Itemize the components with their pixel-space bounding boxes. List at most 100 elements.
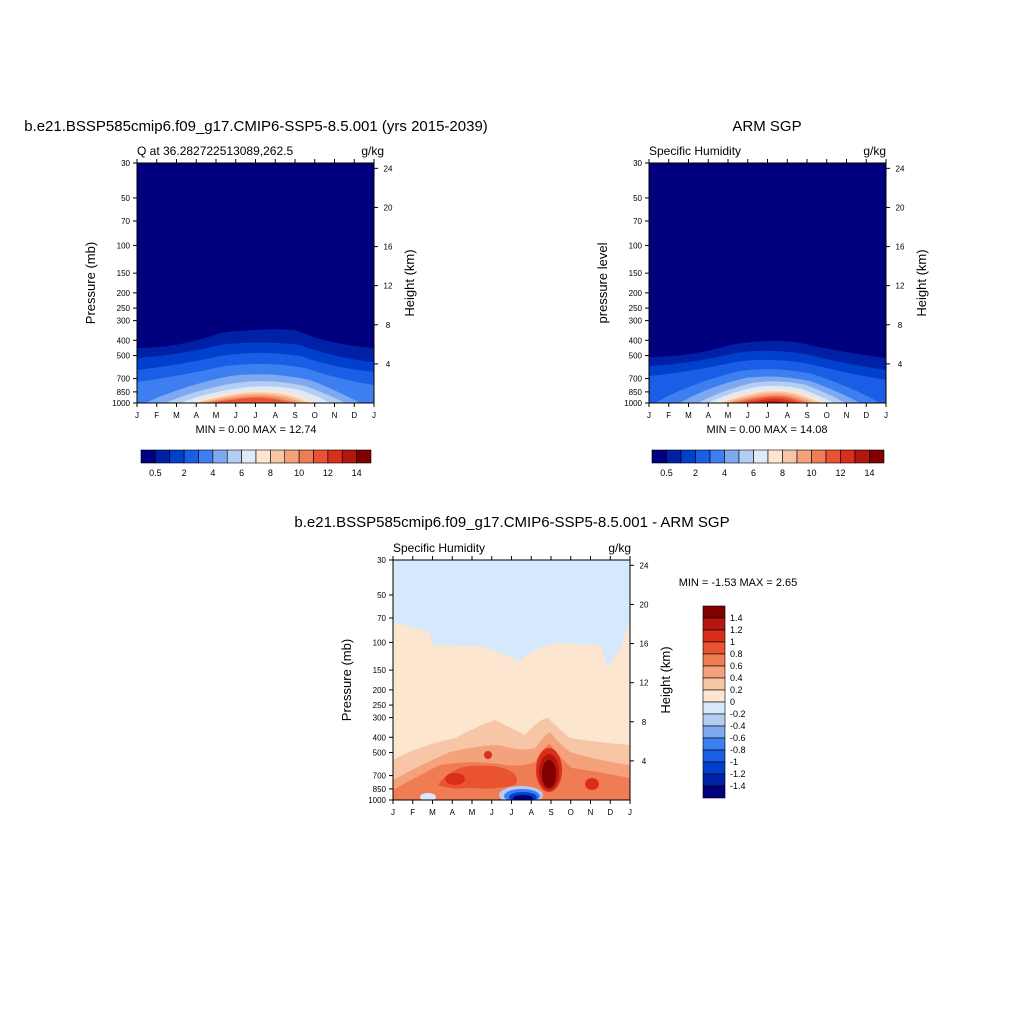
pressure-tick-label: 50 — [121, 194, 130, 203]
month-tick-label: N — [588, 808, 594, 817]
month-tick-label: A — [273, 411, 279, 420]
month-tick-label: S — [804, 411, 809, 420]
month-tick-label: M — [725, 411, 732, 420]
colorbar-box — [270, 449, 286, 464]
height-tick-label: 4 — [386, 360, 391, 369]
pressure-tick-label: 50 — [633, 194, 642, 203]
month-tick-label: O — [824, 411, 830, 420]
month-tick-label: J — [766, 411, 770, 420]
month-tick-label: M — [469, 808, 476, 817]
colorbar-label: 1.2 — [730, 625, 743, 635]
panel-model-ylabel: Pressure (mb) — [83, 242, 98, 324]
colorbar-label: 2 — [693, 468, 698, 478]
colorbar-box — [709, 449, 725, 464]
colorbar-box — [854, 449, 870, 464]
month-tick-label: J — [647, 411, 651, 420]
panel-diff-axes: 30 50 70 100 150 200 250 300 400 500 700 850 1000 24 2… — [368, 556, 649, 817]
pressure-tick-label: 30 — [633, 159, 642, 168]
panel-obs-axes: 30 50 70 100 150 200 250 300 400 500 700 850 1000 24 2… — [624, 159, 905, 420]
month-tick-label: A — [706, 411, 712, 420]
pressure-tick-label: 300 — [629, 317, 643, 326]
colorbar-box — [356, 449, 372, 464]
colorbar-box — [702, 761, 726, 775]
month-tick-label: J — [884, 411, 888, 420]
colorbar-box — [702, 701, 726, 715]
colorbar-label: -1.2 — [730, 769, 746, 779]
month-tick-label: A — [785, 411, 791, 420]
colorbar-box — [183, 449, 199, 464]
colorbar-label: 1 — [730, 637, 735, 647]
colorbar-label: 0.8 — [730, 649, 743, 659]
panel-obs-ylabel: pressure level — [595, 242, 610, 323]
pressure-tick-label: 1000 — [624, 399, 642, 408]
colorbar-label: 4 — [210, 468, 215, 478]
pressure-tick-label: 200 — [373, 686, 387, 695]
colorbar-box — [140, 449, 156, 464]
colorbar-box — [767, 449, 783, 464]
pressure-tick-label: 300 — [117, 317, 131, 326]
colorbar-box — [666, 449, 682, 464]
panel-diff-variable-label: Specific Humidity — [393, 541, 485, 555]
pressure-tick-label: 100 — [373, 638, 387, 647]
pressure-tick-label: 250 — [117, 304, 131, 313]
colorbar-box — [155, 449, 171, 464]
height-tick-label: 16 — [384, 243, 393, 252]
panel-model-minmax: MIN = 0.00 MAX = 12.74 — [195, 424, 316, 436]
colorbar-box — [327, 449, 343, 464]
pressure-tick-label: 150 — [117, 269, 131, 278]
month-tick-label: N — [332, 411, 338, 420]
colorbar-box — [811, 449, 827, 464]
height-tick-label: 16 — [640, 640, 649, 649]
colorbar-label: 0.5 — [660, 468, 673, 478]
pressure-tick-label: 250 — [373, 701, 387, 710]
panel-model-variable-label: Q at 36.282722513089,262.5 — [137, 144, 293, 158]
pressure-tick-label: 150 — [373, 666, 387, 675]
panel-obs-units: g/kg — [863, 144, 886, 158]
colorbar-label: 12 — [835, 468, 845, 478]
month-tick-label: D — [863, 411, 869, 420]
month-tick-label: M — [429, 808, 436, 817]
pressure-tick-label: 700 — [629, 375, 643, 384]
pressure-tick-label: 300 — [373, 714, 387, 723]
month-tick-label: J — [234, 411, 238, 420]
colorbar-box — [341, 449, 357, 464]
colorbar-label: 0.6 — [730, 661, 743, 671]
month-tick-label: M — [213, 411, 220, 420]
height-tick-label: 20 — [896, 203, 905, 212]
pressure-tick-label: 850 — [117, 388, 131, 397]
colorbar-box — [724, 449, 740, 464]
month-tick-label: S — [548, 808, 553, 817]
month-tick-label: M — [173, 411, 180, 420]
height-tick-label: 24 — [896, 164, 905, 173]
colorbar-box — [825, 449, 841, 464]
colorbar-box — [702, 737, 726, 751]
panel-diff-ylabel: Pressure (mb) — [339, 639, 354, 721]
height-tick-label: 4 — [898, 360, 903, 369]
colorbar-box — [702, 641, 726, 655]
month-tick-label: D — [607, 808, 613, 817]
colorbar-box — [298, 449, 314, 464]
pressure-tick-label: 400 — [629, 336, 643, 345]
colorbar-label: -0.4 — [730, 721, 746, 731]
pressure-tick-label: 70 — [633, 217, 642, 226]
pressure-tick-label: 70 — [121, 217, 130, 226]
colorbar-label: 8 — [780, 468, 785, 478]
pressure-tick-label: 1000 — [368, 796, 386, 805]
pressure-tick-label: 30 — [121, 159, 130, 168]
month-tick-label: J — [490, 808, 494, 817]
pressure-tick-label: 100 — [629, 241, 643, 250]
pressure-tick-label: 200 — [117, 289, 131, 298]
pressure-tick-label: 1000 — [112, 399, 130, 408]
panel-diff-units: g/kg — [608, 541, 631, 555]
month-tick-label: M — [685, 411, 692, 420]
pressure-tick-label: 850 — [373, 785, 387, 794]
pressure-tick-label: 30 — [377, 556, 386, 565]
month-tick-label: J — [746, 411, 750, 420]
colorbar-box — [702, 605, 726, 619]
month-tick-label: J — [135, 411, 139, 420]
month-tick-label: J — [628, 808, 632, 817]
colorbar-label: 0.4 — [730, 673, 743, 683]
panel-diff-right-label: Height (km) — [658, 646, 673, 713]
colorbar-box — [702, 725, 726, 739]
height-tick-label: 12 — [640, 679, 649, 688]
